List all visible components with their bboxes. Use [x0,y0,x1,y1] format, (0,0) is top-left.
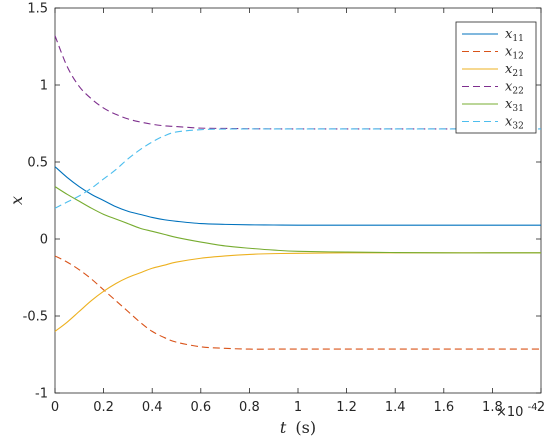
legend-label-x32: x32 [505,115,524,132]
x-axis-label: t (s) [280,418,316,437]
x-tick-label: 1.4 [385,400,406,415]
legend-label-subscript: 21 [512,69,523,79]
legend-label-x31: x31 [505,97,524,114]
legend-label-subscript: 32 [512,122,523,132]
y-tick-label: -1 [35,387,48,402]
x-tick-label: 1.2 [336,400,357,415]
legend-label-x21: x21 [505,62,524,79]
y-tick-label: 1.5 [27,2,48,17]
x-axis-ticks: 0 0.2 0.4 0.6 0.8 1 1.2 1.4 1.6 1.8 2 [51,8,545,415]
x-axis-multiplier-exponent: -4 [528,402,538,413]
legend-label-subscript: 31 [512,104,523,114]
x-axis-multiplier-base: ×10 [496,405,523,420]
legend-label-main: x [505,45,513,60]
legend-label-main: x [505,115,513,130]
legend-label-main: x [505,80,513,95]
legend-label-x22: x22 [505,80,524,97]
series-line-x32 [54,128,541,209]
legend-label-main: x [505,97,513,112]
x-tick-label: 0 [51,400,59,415]
x-tick-label: 1 [294,400,302,415]
legend-label-subscript: 11 [512,34,523,44]
plot-area: 0 0.2 0.4 0.6 0.8 1 1.2 1.4 1.6 1.8 2 -1-0.500.511… [23,2,546,416]
legend-label-main: x [505,62,513,77]
legend-label-subscript: 22 [512,87,523,97]
legend-label-main: x [505,27,513,42]
legend-label-x12: x12 [505,45,524,62]
series-line-x22 [54,35,541,130]
y-axis-label: x [7,196,26,205]
x-tick-label: 0.8 [239,400,260,415]
series-line-x31 [54,186,541,254]
legend-label-subscript: 12 [512,52,523,62]
x-tick-label: 0.2 [93,400,114,415]
x-tick-label: 1.6 [433,400,454,415]
x-tick-label: 0.6 [190,400,211,415]
y-tick-label: 1 [40,79,48,94]
series-line-x11 [54,166,541,226]
series-layer [54,35,541,350]
legend-label-x11: x11 [505,27,524,44]
legend-box [455,21,537,134]
x-tick-label: 0.4 [142,400,163,415]
x-tick-label: 1.8 [482,400,503,415]
x-axis-label-variable: t [280,418,287,437]
x-axis-label-unit: (s) [295,418,316,437]
y-axis-ticks: -1 -0.5 0 0.5 1 1.5 [23,2,541,402]
x-axis-multiplier: ×10 -4 [496,402,538,420]
series-line-x12 [54,255,541,350]
y-tick-label: 0 [40,233,48,248]
x-tick-label: 2 [537,400,545,415]
y-tick-label: 0.5 [27,156,48,171]
y-tick-label: -0.5 [23,310,48,325]
